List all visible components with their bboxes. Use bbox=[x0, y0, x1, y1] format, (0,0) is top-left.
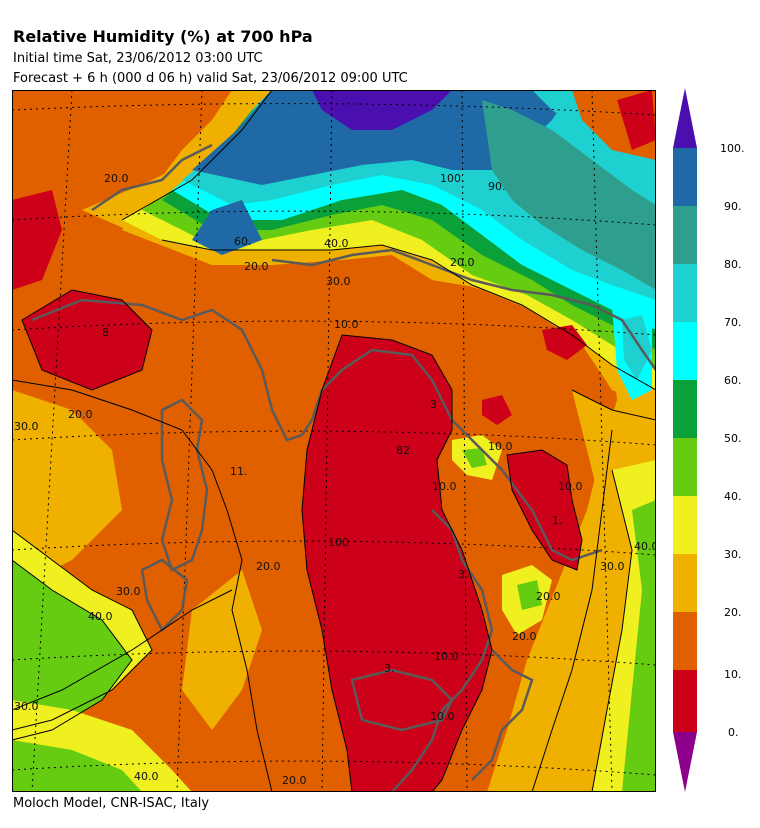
credit-footer: Moloch Model, CNR-ISAC, Italy bbox=[13, 796, 210, 811]
contour-lines bbox=[12, 90, 656, 792]
colorbar-over-arrow bbox=[673, 88, 697, 148]
contour-label: 30.0 bbox=[14, 700, 39, 713]
contour-label: 40.0 bbox=[134, 770, 159, 783]
rh-20-30-west bbox=[12, 390, 122, 590]
contour-label: 30.0 bbox=[14, 420, 39, 433]
contour-label: 20.0 bbox=[256, 560, 281, 573]
colorbar-label: 70. bbox=[724, 316, 742, 329]
rh-90-100-north bbox=[192, 90, 572, 185]
contour-label: 3. bbox=[458, 568, 469, 581]
colorbar: 100. 90. 80. 70. 60. 50. 40. 30. 20. 10.… bbox=[673, 88, 745, 792]
contour-label: 30.0 bbox=[116, 585, 141, 598]
contour-label: 10.0 bbox=[430, 710, 455, 723]
contour-label: 20.0 bbox=[512, 630, 537, 643]
rh-0-10-central bbox=[302, 335, 492, 792]
contour-label: 40.0 bbox=[88, 610, 113, 623]
contour-label: 20.0 bbox=[536, 590, 561, 603]
contour-label: 82. bbox=[396, 444, 414, 457]
initial-time-label: Initial time Sat, 23/06/2012 03:00 UTC bbox=[13, 51, 263, 66]
contour-label: 10.0 bbox=[488, 440, 513, 453]
colorbar-label: 60. bbox=[724, 374, 742, 387]
contour-label: 20.0 bbox=[68, 408, 93, 421]
contour-label: 10.0 bbox=[432, 480, 457, 493]
contour-label: 20.0 bbox=[450, 256, 475, 269]
contour-labels: 20.0 90. 60. 100. 40.0 20.0 30.0 10.0 20… bbox=[14, 172, 656, 787]
contour-label: 40.0 bbox=[324, 237, 349, 250]
contour-label: 40.0 bbox=[634, 540, 656, 553]
rh-40-50-east bbox=[622, 500, 656, 792]
contour-label: 3 bbox=[430, 398, 437, 411]
colorbar-label: 90. bbox=[724, 200, 742, 213]
humidity-map: 20.0 90. 60. 100. 40.0 20.0 30.0 10.0 20… bbox=[12, 90, 656, 792]
rh-0-10-west bbox=[22, 290, 152, 390]
contour-label: 60. bbox=[234, 235, 252, 248]
colorbar-labels: 100. 90. 80. 70. 60. 50. 40. 30. 20. 10.… bbox=[720, 142, 745, 739]
rh-over-100-north bbox=[312, 90, 452, 130]
contour-label: 20.0 bbox=[244, 260, 269, 273]
colorbar-label: 0. bbox=[728, 726, 739, 739]
contour-label: 8 bbox=[102, 326, 109, 339]
colorbar-label: 40. bbox=[724, 490, 742, 503]
contour-label: 30.0 bbox=[326, 275, 351, 288]
map-frame bbox=[12, 90, 656, 792]
colorbar-label: 100. bbox=[720, 142, 745, 155]
rh-0-10-east bbox=[507, 450, 582, 570]
contour-label: 3. bbox=[384, 662, 395, 675]
contour-label: 20.0 bbox=[282, 774, 307, 787]
colorbar-under-arrow bbox=[673, 732, 697, 792]
contour-label: 10.0 bbox=[558, 480, 583, 493]
contour-label: 1. bbox=[552, 514, 563, 527]
contour-label: 20.0 bbox=[104, 172, 129, 185]
contour-label: 100 bbox=[328, 536, 349, 549]
contour-label: 30.0 bbox=[600, 560, 625, 573]
forecast-valid-label: Forecast + 6 h (000 d 06 h) valid Sat, 2… bbox=[13, 71, 408, 86]
rh-0-10-northwest bbox=[12, 190, 62, 290]
colorbar-label: 50. bbox=[724, 432, 742, 445]
map-gridlines bbox=[12, 90, 656, 792]
colorbar-label: 80. bbox=[724, 258, 742, 271]
contour-label: 100. bbox=[440, 172, 465, 185]
contour-label: 90. bbox=[488, 180, 506, 193]
colorbar-label: 20. bbox=[724, 606, 742, 619]
contour-label: 10.0 bbox=[334, 318, 359, 331]
colorbar-swatches bbox=[673, 88, 697, 792]
map-title: Relative Humidity (%) at 700 hPa bbox=[13, 27, 313, 46]
colorbar-label: 10. bbox=[724, 668, 742, 681]
colorbar-label: 30. bbox=[724, 548, 742, 561]
contour-label: 11. bbox=[230, 465, 248, 478]
contour-label: 10.0 bbox=[434, 650, 459, 663]
